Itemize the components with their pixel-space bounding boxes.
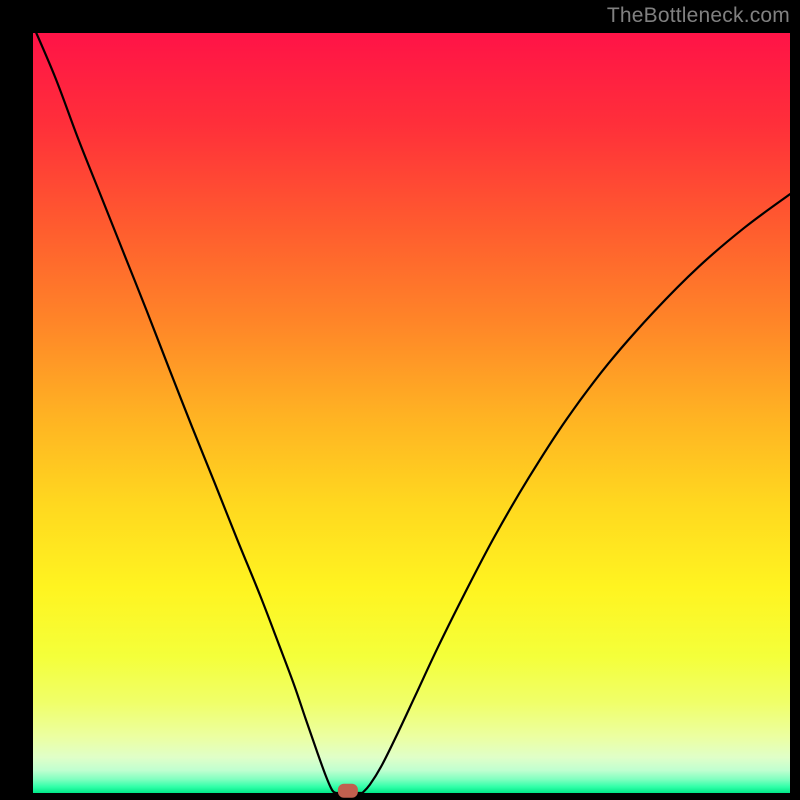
optimal-marker: [338, 784, 358, 798]
watermark-text: TheBottleneck.com: [607, 4, 790, 28]
bottleneck-chart: [0, 0, 800, 800]
gradient-background: [33, 33, 790, 793]
chart-container: TheBottleneck.com: [0, 0, 800, 800]
